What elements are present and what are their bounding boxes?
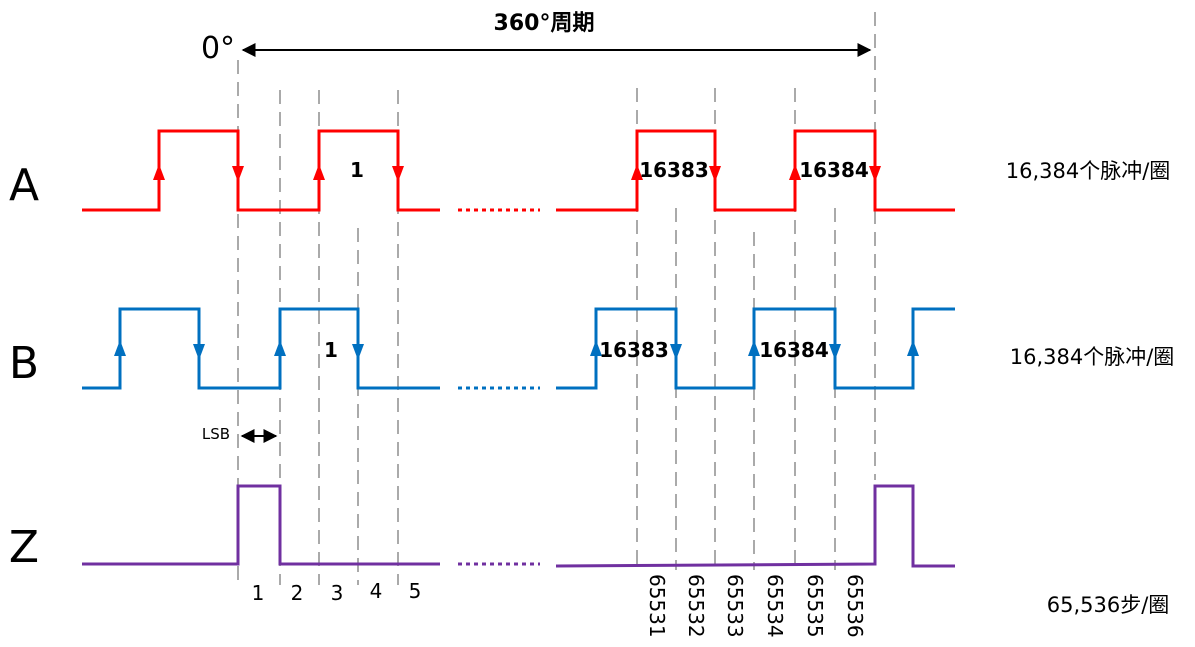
step-number: 5 — [409, 579, 422, 603]
channel-a-pulse-label: 16384 — [799, 158, 869, 182]
channel-z-signal-left — [82, 484, 440, 566]
step-number: 65533 — [723, 574, 747, 638]
step-number: 65531 — [645, 574, 669, 638]
channel-b-edge-arrows — [114, 340, 919, 360]
falling-edge-arrow — [392, 166, 404, 182]
step-number: 65532 — [684, 574, 708, 638]
falling-edge-arrow — [352, 344, 364, 360]
period-title: 360°周期 — [494, 11, 595, 36]
channel-b-label: B — [9, 338, 39, 389]
rising-edge-arrow — [789, 164, 801, 180]
channel-z-signal-right — [555, 484, 955, 568]
guide-lines — [237, 12, 876, 585]
step-number: 65535 — [803, 574, 827, 638]
step-number: 4 — [370, 579, 383, 603]
channel-a-rate: 16,384个脉冲/圈 — [1006, 159, 1171, 183]
rising-edge-arrow — [114, 340, 126, 356]
rising-edge-arrow — [907, 340, 919, 356]
falling-edge-arrow — [829, 344, 841, 360]
zero-degree-label: 0° — [201, 31, 235, 66]
rising-edge-arrow — [590, 340, 602, 356]
channel-b-signal-left — [82, 307, 440, 390]
rising-edge-arrow — [748, 340, 760, 356]
channel-z-label: Z — [9, 522, 39, 573]
falling-edge-arrow — [709, 166, 721, 182]
step-number: 3 — [331, 581, 344, 605]
rising-edge-arrow — [274, 340, 286, 356]
channel-b-pulse-label: 1 — [324, 338, 338, 362]
channel-b-pulse-label: 16383 — [599, 338, 669, 362]
step-number: 65534 — [763, 574, 787, 638]
channel-a-pulse-label: 1 — [350, 158, 364, 182]
channel-z-waveform — [82, 484, 955, 568]
step-numbers-left: 1 2 3 4 5 — [252, 579, 422, 605]
channel-z-rate: 65,536步/圈 — [1047, 593, 1170, 617]
channel-a-pulse-label: 16383 — [639, 158, 709, 182]
rising-edge-arrow — [153, 164, 165, 180]
falling-edge-arrow — [869, 166, 881, 182]
step-number: 2 — [291, 581, 304, 605]
step-number: 1 — [252, 581, 265, 605]
lsb-label: LSB — [202, 425, 230, 443]
channel-a-signal-right — [556, 129, 955, 212]
channel-b-pulse-label: 16384 — [759, 338, 829, 362]
rising-edge-arrow — [313, 164, 325, 180]
falling-edge-arrow — [670, 344, 682, 360]
step-numbers-right: 65531 65532 65533 65534 65535 65536 — [645, 574, 867, 638]
channel-a-label: A — [9, 160, 39, 211]
rising-edge-arrow — [631, 164, 643, 180]
channel-a-edge-arrows — [153, 164, 881, 182]
channel-a-signal-left — [82, 129, 440, 212]
falling-edge-arrow — [193, 344, 205, 360]
channel-b-rate: 16,384个脉冲/圈 — [1010, 345, 1175, 369]
step-number: 65536 — [843, 574, 867, 638]
falling-edge-arrow — [232, 166, 244, 182]
